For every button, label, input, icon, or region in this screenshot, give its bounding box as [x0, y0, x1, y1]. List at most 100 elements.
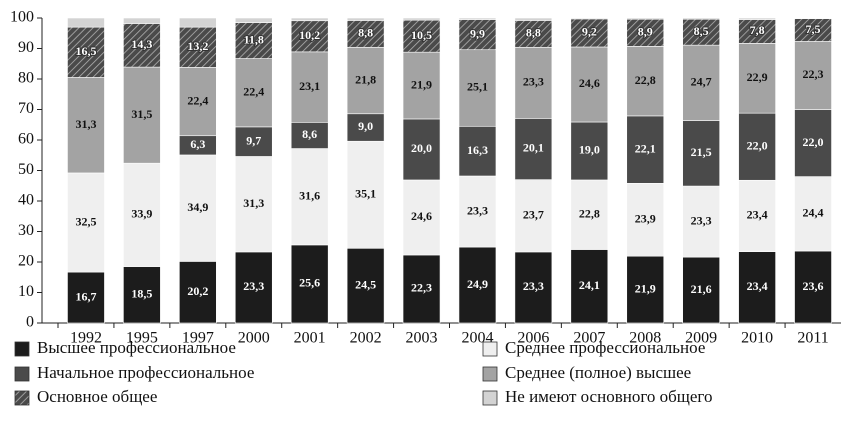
- value-label: 23,6: [803, 279, 824, 293]
- bar-segment: [179, 261, 217, 324]
- value-label: 19,0: [579, 143, 600, 157]
- x-tick-label: 1995: [126, 330, 158, 347]
- value-label: 22,4: [187, 93, 208, 107]
- legend-swatch: [14, 390, 30, 406]
- bar-segment: [234, 156, 273, 253]
- bar-segment: [346, 140, 385, 249]
- y-tick-label: 100: [10, 9, 34, 26]
- value-label: 23,3: [523, 75, 544, 89]
- value-label: 10,2: [299, 28, 320, 42]
- bar-segment: [514, 46, 553, 119]
- value-label: 23,1: [299, 79, 320, 93]
- value-label: 24,4: [803, 206, 824, 220]
- bar-segment: [738, 17, 776, 20]
- value-label: 16,5: [75, 44, 96, 58]
- x-tick-label: 2011: [797, 330, 828, 347]
- bar-segment: [234, 22, 273, 59]
- bar-segment: [458, 19, 497, 51]
- bar-segment: [290, 20, 329, 53]
- value-label: 21,8: [355, 72, 376, 86]
- legend-label: Начальное профессиональное: [37, 363, 254, 382]
- bar-segment: [738, 112, 776, 181]
- bar-segment: [794, 250, 832, 324]
- value-label: 22,9: [747, 70, 768, 84]
- value-label: 23,3: [691, 213, 712, 227]
- value-label: 23,7: [523, 208, 544, 222]
- bar-segment: [682, 17, 720, 20]
- y-tick-label: 10: [18, 283, 34, 300]
- value-label: 8,6: [302, 127, 317, 141]
- value-label: 9,9: [470, 26, 485, 40]
- bar-segment: [570, 121, 609, 181]
- x-tick-label: 2000: [238, 330, 270, 347]
- value-label: 21,9: [635, 281, 656, 295]
- value-label: 25,1: [467, 80, 488, 94]
- bar-segment: [346, 46, 385, 115]
- value-label: 34,9: [187, 200, 208, 214]
- value-label: 22,8: [635, 73, 656, 87]
- value-label: 23,3: [523, 279, 544, 293]
- bar-segment: [234, 17, 273, 23]
- value-label: 24,1: [579, 278, 600, 292]
- y-tick-label: 40: [18, 192, 34, 209]
- bar-segment: [626, 183, 665, 257]
- y-tick-label: 20: [18, 253, 34, 270]
- value-label: 8,8: [358, 26, 373, 40]
- bar-segment: [290, 17, 329, 22]
- x-tick-label: 2001: [294, 330, 326, 347]
- bar-segment: [570, 249, 609, 324]
- bar-segment: [514, 17, 553, 21]
- bar-segment: [346, 247, 385, 324]
- bar-segment: [794, 109, 832, 177]
- value-label: 10,5: [411, 28, 432, 42]
- y-tick-label: 90: [18, 39, 34, 56]
- value-label: 24,7: [691, 75, 712, 89]
- bar-segment: [402, 17, 441, 21]
- bar-segment: [570, 18, 609, 48]
- bar-segment: [794, 41, 832, 110]
- legend-label: Высшее профессиональное: [37, 338, 236, 357]
- bar-segment: [402, 254, 441, 324]
- bar-segment: [402, 19, 441, 53]
- bar-segment: [290, 51, 329, 123]
- y-tick-label: 70: [18, 100, 34, 117]
- legend-swatch: [14, 341, 30, 357]
- value-label: 9,0: [358, 119, 373, 133]
- bar-segment: [458, 17, 497, 20]
- legend-swatch: [482, 366, 498, 382]
- legend-swatch: [482, 341, 498, 357]
- bar-segment: [570, 17, 609, 20]
- value-label: 23,4: [747, 279, 768, 293]
- value-label: 31,5: [131, 107, 152, 121]
- value-label: 24,9: [467, 277, 488, 291]
- bar-segment: [123, 17, 161, 24]
- bar-segment: [123, 162, 161, 267]
- bar-segment: [682, 18, 720, 46]
- bar-segment: [570, 46, 609, 123]
- legend-label: Среднее (полное) высшее: [505, 363, 691, 382]
- bar-segment: [682, 185, 720, 258]
- x-tick-label: 2002: [350, 330, 382, 347]
- value-label: 7,8: [750, 23, 765, 37]
- value-label: 13,2: [187, 39, 208, 53]
- y-tick-label: 50: [18, 161, 34, 178]
- value-label: 8,5: [694, 24, 709, 38]
- bar-segment: [514, 179, 553, 253]
- y-tick-label: 0: [26, 314, 34, 331]
- bar-segment: [123, 66, 161, 164]
- value-label: 6,3: [190, 137, 205, 151]
- legend-label: Основное общее: [37, 387, 157, 406]
- value-label: 14,3: [131, 37, 152, 51]
- x-tick-label: 2006: [517, 330, 549, 347]
- bar-segment: [123, 23, 161, 68]
- value-label: 23,3: [243, 279, 264, 293]
- bar-segment: [738, 43, 776, 114]
- bar-segment: [682, 44, 720, 121]
- bar-segment: [290, 148, 329, 246]
- bar-segment: [179, 17, 217, 28]
- value-label: 16,3: [467, 143, 488, 157]
- value-label: 20,1: [523, 141, 544, 155]
- bar-segment: [67, 172, 105, 273]
- value-label: 7,5: [806, 22, 821, 36]
